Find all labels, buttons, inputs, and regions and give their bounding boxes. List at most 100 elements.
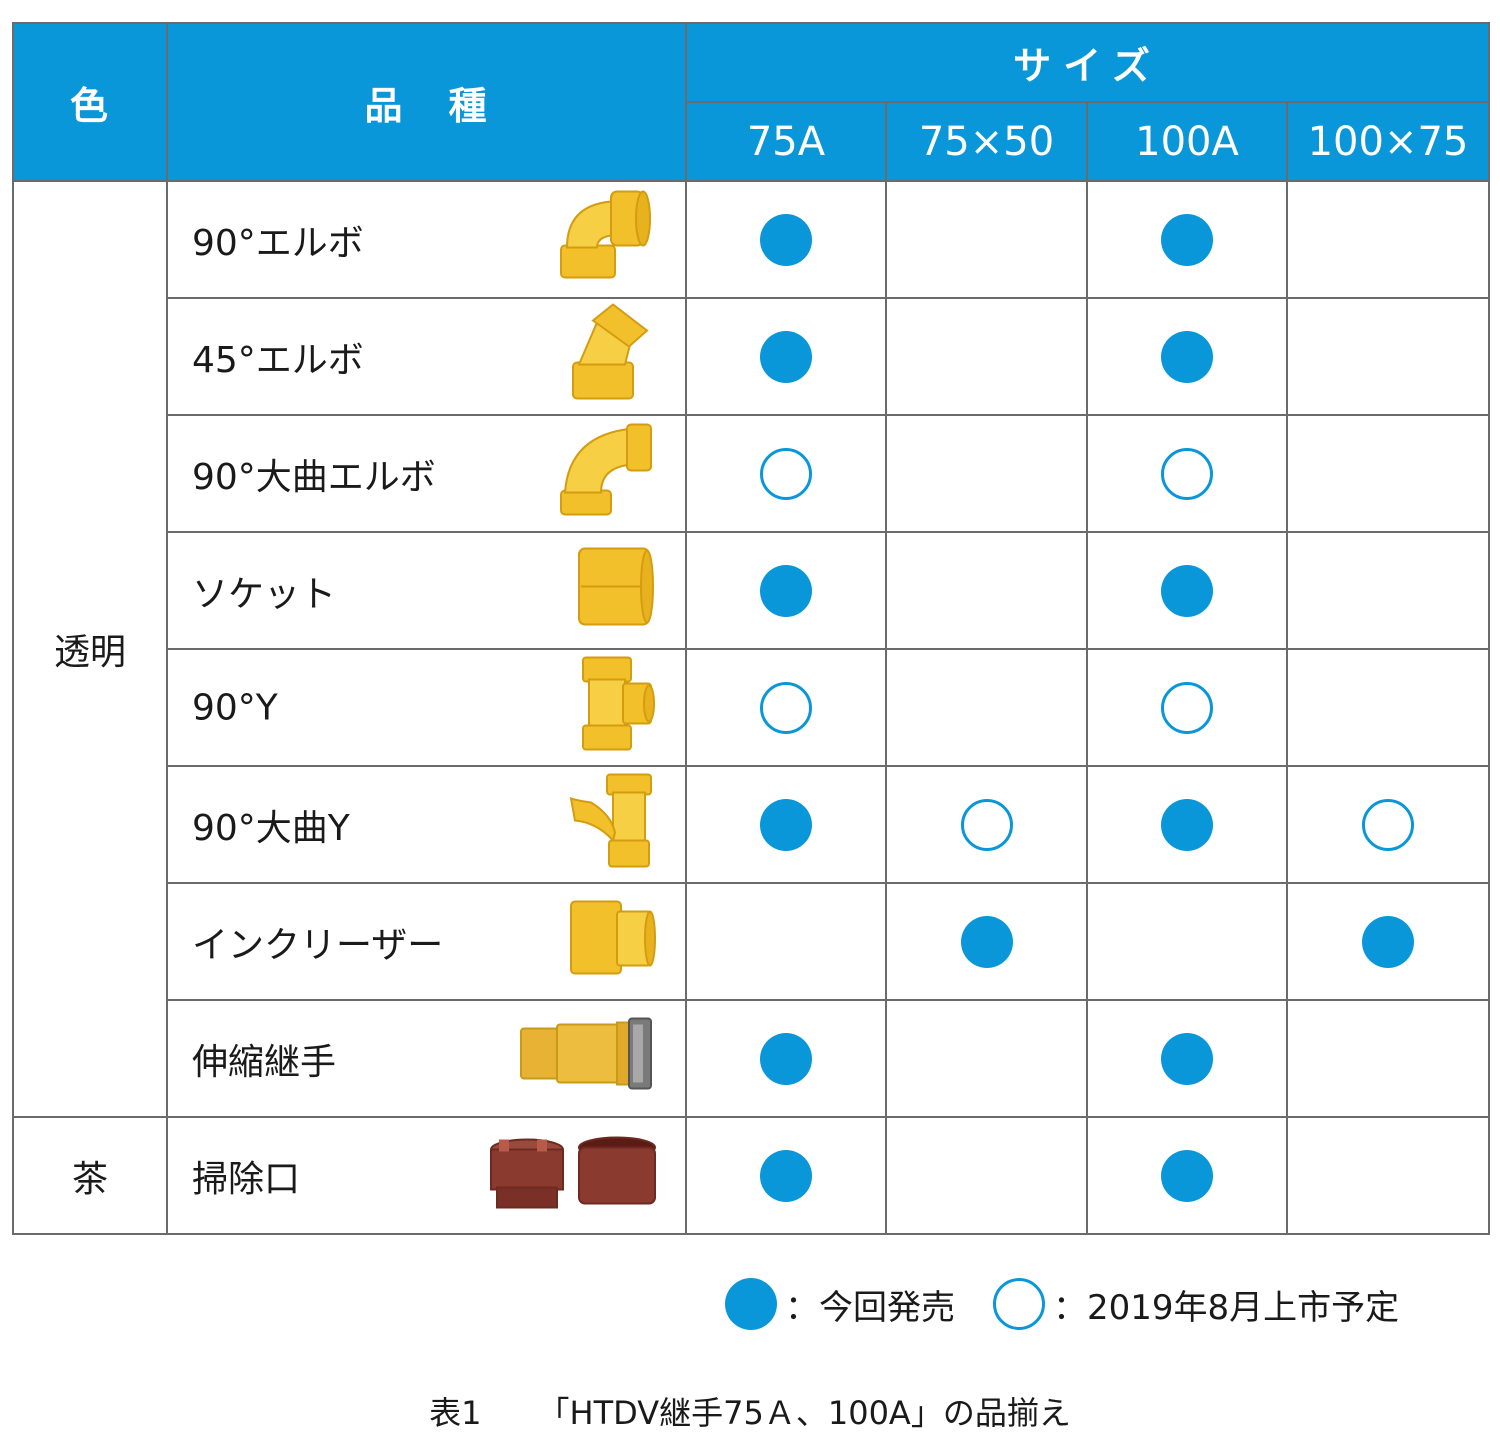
mark-cell xyxy=(1086,648,1288,767)
legend-filled-circle-icon xyxy=(725,1278,777,1330)
header-size-100x75: 100×75 xyxy=(1286,101,1490,182)
caption-label: 表1 xyxy=(429,1394,482,1432)
legend-available-now-label: ：今回発売 xyxy=(785,1287,955,1328)
wye-90-fitting-icon xyxy=(577,653,657,762)
mark-cell xyxy=(885,297,1088,416)
mark-planned xyxy=(760,681,812,734)
table-row: 90°Y xyxy=(13,648,1490,767)
mark-cell xyxy=(1086,1116,1288,1235)
mark-available-now xyxy=(760,798,812,851)
mark-cell xyxy=(885,414,1088,533)
mark-planned xyxy=(960,798,1013,851)
product-name: 90°大曲エルボ xyxy=(192,456,436,498)
mark-cell xyxy=(685,999,887,1118)
header-color: 色 xyxy=(12,22,168,182)
expansion-joint-fitting-icon xyxy=(517,1014,657,1103)
product-name-cell: 90°大曲Y xyxy=(166,765,687,884)
mark-available-now xyxy=(1161,1032,1213,1085)
table-caption: 表1 「HTDV継手75Ａ、100A」の品揃え xyxy=(0,1388,1500,1434)
mark-cell xyxy=(885,648,1088,767)
mark-cell xyxy=(1286,531,1490,650)
product-name: 45°エルボ xyxy=(192,339,364,381)
table-row: 90°大曲エルボ xyxy=(13,414,1490,533)
table-row: ソケット xyxy=(13,531,1490,650)
table-row: 透明 90°エルボ xyxy=(12,180,1490,1118)
table-row: 45°エルボ xyxy=(13,297,1490,416)
elbow-90-fitting-icon xyxy=(557,187,657,292)
table-row: 茶 掃除口 xyxy=(12,1116,1490,1235)
mark-available-now xyxy=(760,330,812,383)
mark-available-now xyxy=(760,564,812,617)
mark-cell xyxy=(1286,765,1490,884)
mark-cell xyxy=(1086,180,1288,299)
group-clear: 透明 xyxy=(12,180,168,1118)
product-name-cell: 伸縮継手 xyxy=(166,999,687,1118)
mark-cell xyxy=(1086,531,1288,650)
header-size-75a: 75A xyxy=(685,101,887,182)
product-name-cell: 90°Y xyxy=(166,648,687,767)
mark-available-now xyxy=(1161,330,1213,383)
mark-cell xyxy=(885,999,1088,1118)
product-name: 伸縮継手 xyxy=(192,1041,337,1083)
mark-available-now xyxy=(1161,798,1213,851)
caption-text: 「HTDV継手75Ａ、100A」の品揃え xyxy=(537,1394,1071,1432)
mark-cell xyxy=(685,765,887,884)
cleanout-fitting-icon xyxy=(483,1131,663,1220)
mark-available-now xyxy=(1161,213,1213,266)
mark-available-now xyxy=(960,915,1013,968)
product-name-cell: 掃除口 xyxy=(166,1116,687,1235)
legend-planned-label: ：2019年8月上市予定 xyxy=(1053,1287,1400,1328)
product-name: 掃除口 xyxy=(192,1158,301,1200)
header-size: サイズ xyxy=(685,22,1490,103)
header-size-75x50: 75×50 xyxy=(885,101,1088,182)
mark-cell xyxy=(685,531,887,650)
mark-cell xyxy=(1286,882,1490,1001)
group-brown: 茶 xyxy=(12,1116,168,1235)
long-sweep-elbow-fitting-icon xyxy=(557,420,657,527)
mark-cell xyxy=(1286,999,1490,1118)
mark-cell xyxy=(885,531,1088,650)
table-row: 90°大曲Y xyxy=(13,765,1490,884)
mark-cell xyxy=(1086,765,1288,884)
header-size-100a: 100A xyxy=(1086,101,1288,182)
mark-available-now xyxy=(760,1149,812,1202)
mark-cell xyxy=(1286,297,1490,416)
mark-available-now xyxy=(1161,564,1213,617)
mark-available-now xyxy=(1362,915,1414,968)
mark-cell xyxy=(885,882,1088,1001)
table-row: 伸縮継手 xyxy=(13,999,1490,1118)
socket-fitting-icon xyxy=(573,544,657,637)
mark-cell xyxy=(1086,297,1288,416)
mark-cell xyxy=(885,765,1088,884)
mark-cell xyxy=(1286,648,1490,767)
mark-cell xyxy=(1086,999,1288,1118)
product-name: 90°大曲Y xyxy=(192,807,350,849)
product-name-cell: 90°大曲エルボ xyxy=(166,414,687,533)
product-name-cell: 45°エルボ xyxy=(166,297,687,416)
product-name-cell: インクリーザー xyxy=(166,882,687,1001)
product-name: ソケット xyxy=(192,573,337,615)
product-name-cell: ソケット xyxy=(166,531,687,650)
increaser-fitting-icon xyxy=(567,897,657,986)
mark-available-now xyxy=(1161,1149,1213,1202)
mark-cell xyxy=(885,1116,1088,1235)
product-name: 90°Y xyxy=(192,687,278,728)
table-row: インクリーザー xyxy=(13,882,1490,1001)
mark-planned xyxy=(760,447,812,500)
mark-planned xyxy=(1362,798,1414,851)
mark-cell xyxy=(685,1116,887,1235)
mark-cell xyxy=(685,882,887,1001)
mark-cell xyxy=(685,414,887,533)
mark-cell xyxy=(1286,180,1490,299)
product-lineup-table: 色 品種 サイズ 75A 75×50 100A 100×75 透明 90°エルボ xyxy=(12,22,1490,1235)
header-type: 品種 xyxy=(166,22,687,182)
elbow-45-fitting-icon xyxy=(567,302,657,411)
product-name: 90°エルボ xyxy=(192,222,364,264)
long-sweep-wye-fitting-icon xyxy=(567,770,657,879)
mark-cell xyxy=(885,180,1088,299)
mark-cell xyxy=(1286,1116,1490,1235)
mark-cell xyxy=(685,297,887,416)
mark-cell xyxy=(1286,414,1490,533)
legend-open-circle-icon xyxy=(993,1278,1045,1330)
legend: ：今回発売 ：2019年8月上市予定 xyxy=(725,1278,1399,1330)
